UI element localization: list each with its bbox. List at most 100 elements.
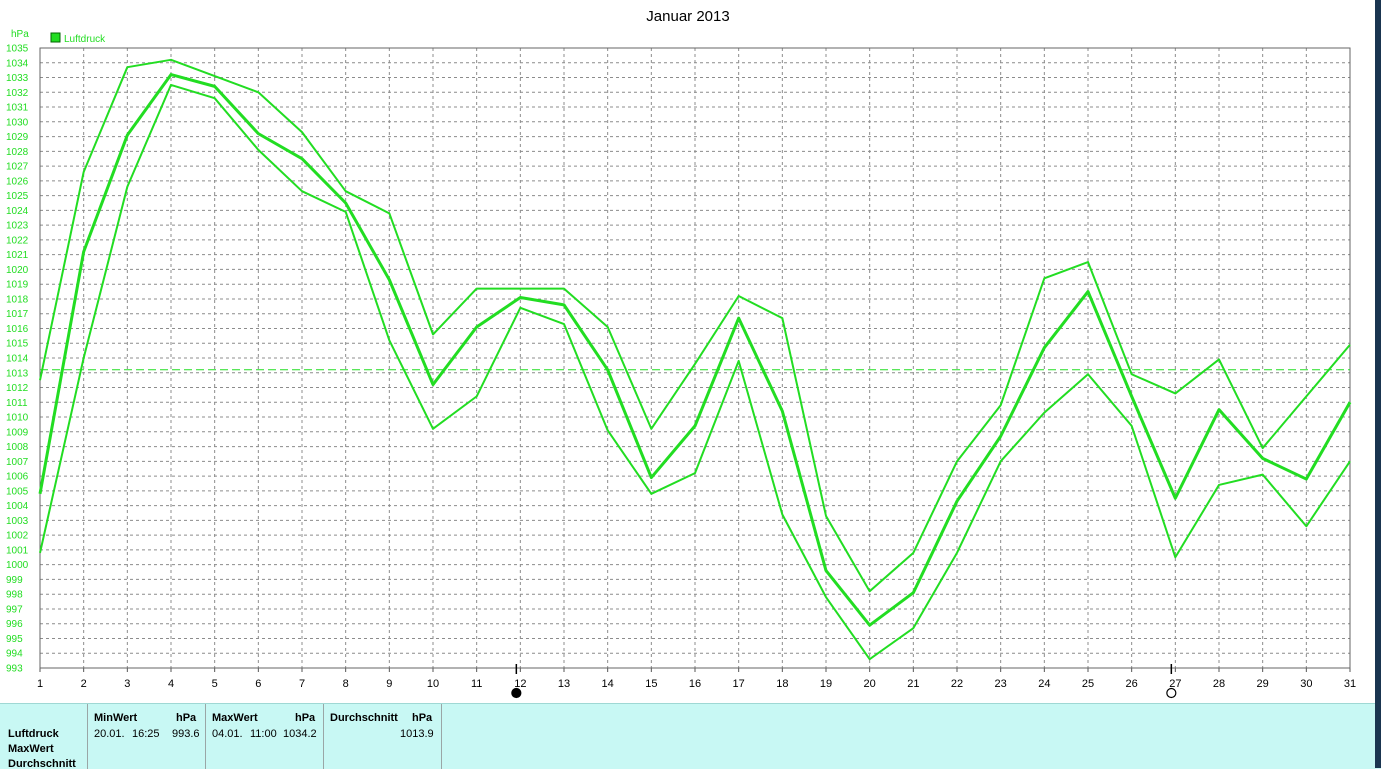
x-tick-label: 31 <box>1344 678 1356 690</box>
x-tick-label: 23 <box>995 678 1007 690</box>
avg-value: 1013.9 <box>400 728 434 740</box>
avg-unit: hPa <box>412 712 433 724</box>
x-tick-label: 6 <box>255 678 261 690</box>
x-tick-label: 3 <box>124 678 130 690</box>
y-tick-label: 1025 <box>6 191 29 202</box>
y-tick-label: 1034 <box>6 58 29 69</box>
min-time: 16:25 <box>132 728 160 740</box>
max-value: 1034.2 <box>283 728 317 740</box>
y-tick-label: 1013 <box>6 368 29 379</box>
min-unit: hPa <box>176 712 197 724</box>
y-tick-label: 1027 <box>6 162 29 173</box>
y-tick-label: 1024 <box>6 206 29 217</box>
x-tick-label: 8 <box>343 678 349 690</box>
y-tick-label: 1009 <box>6 427 29 438</box>
x-tick-label: 17 <box>733 678 745 690</box>
new-moon-icon <box>511 687 522 699</box>
x-tick-label: 10 <box>427 678 439 690</box>
y-tick-label: 1018 <box>6 294 29 305</box>
statistics-panel: Luftdruck MaxWert Durchschnitt MinWert h… <box>0 703 1381 770</box>
x-tick-label: 11 <box>471 678 482 690</box>
x-tick-label: 29 <box>1257 678 1269 690</box>
y-tick-label: 999 <box>6 575 23 586</box>
x-tick-label: 14 <box>602 678 614 690</box>
y-tick-label: 1001 <box>6 545 29 556</box>
column-divider <box>205 704 206 769</box>
x-tick-label: 30 <box>1300 678 1312 690</box>
x-tick-label: 26 <box>1126 678 1138 690</box>
x-tick-label: 5 <box>212 678 218 690</box>
y-tick-label: 1035 <box>6 44 29 55</box>
x-tick-label: 22 <box>951 678 963 690</box>
y-tick-label: 1026 <box>6 176 29 187</box>
x-tick-label: 4 <box>168 678 174 690</box>
y-tick-label: 1007 <box>6 457 29 468</box>
y-tick-label: 1028 <box>6 147 29 158</box>
y-tick-label: 1031 <box>6 103 29 114</box>
x-tick-label: 18 <box>776 678 788 690</box>
column-divider <box>441 704 442 769</box>
legend-swatch <box>50 32 61 43</box>
legend-label: Luftdruck <box>64 34 106 45</box>
x-tick-label: 9 <box>386 678 392 690</box>
x-tick-label: 7 <box>299 678 305 690</box>
y-tick-label: 1011 <box>6 398 28 409</box>
min-date: 20.01. <box>94 728 125 740</box>
y-tick-label: 1023 <box>6 221 29 232</box>
y-tick-label: 1006 <box>6 472 29 483</box>
avg-header: Durchschnitt <box>330 712 398 724</box>
y-tick-label: 1022 <box>6 235 29 246</box>
x-tick-label: 21 <box>907 678 919 690</box>
y-tick-label: 1002 <box>6 531 29 542</box>
y-tick-label: 1019 <box>6 280 29 291</box>
x-tick-label: 20 <box>864 678 876 690</box>
x-tick-label: 28 <box>1213 678 1225 690</box>
y-tick-label: 1029 <box>6 132 29 143</box>
row-label-luftdruck: Luftdruck <box>8 728 59 740</box>
series-line-mean <box>38 73 1352 627</box>
x-tick-label: 1 <box>37 678 43 690</box>
window-edge <box>1375 0 1381 768</box>
series-line-min <box>39 83 1351 661</box>
y-tick-label: 1012 <box>6 383 29 394</box>
x-tick-label: 25 <box>1082 678 1094 690</box>
x-tick-label: 24 <box>1038 678 1050 690</box>
x-tick-label: 19 <box>820 678 832 690</box>
min-header: MinWert <box>94 712 138 724</box>
column-divider <box>323 704 324 769</box>
row-label-maxwert: MaxWert <box>8 743 54 755</box>
y-tick-label: 994 <box>6 649 23 660</box>
row-label-durchschnitt: Durchschnitt <box>8 758 76 770</box>
chart-title: Januar 2013 <box>646 8 729 25</box>
min-value: 993.6 <box>172 728 200 740</box>
y-tick-label: 1008 <box>6 442 29 453</box>
y-tick-label: 1000 <box>6 560 29 571</box>
full-moon-icon <box>1166 687 1177 699</box>
y-tick-label: 997 <box>6 604 23 615</box>
y-tick-label: 1015 <box>6 339 29 350</box>
series-line-max <box>39 58 1351 593</box>
x-tick-label: 27 <box>1169 678 1181 690</box>
x-tick-label: 13 <box>558 678 570 690</box>
y-tick-label: 1030 <box>6 117 29 128</box>
max-date: 04.01. <box>212 728 243 740</box>
y-tick-label: 993 <box>6 664 23 675</box>
y-tick-label: 1010 <box>6 413 29 424</box>
y-tick-label: 1004 <box>6 501 29 512</box>
max-unit: hPa <box>295 712 316 724</box>
x-tick-label: 15 <box>645 678 657 690</box>
y-tick-label: 1014 <box>6 354 29 365</box>
x-tick-label: 12 <box>514 678 526 690</box>
y-tick-label: 1003 <box>6 516 29 527</box>
y-tick-label: 1005 <box>6 486 29 497</box>
max-time: 11:00 <box>250 728 277 740</box>
x-tick-label: 16 <box>689 678 701 690</box>
y-tick-label: 1017 <box>6 309 29 320</box>
max-header: MaxWert <box>212 712 258 724</box>
y-tick-label: 1016 <box>6 324 29 335</box>
y-tick-label: 995 <box>6 634 23 645</box>
y-axis-unit: hPa <box>11 29 29 40</box>
column-divider <box>87 704 88 769</box>
pressure-chart: Januar 2013 hPa Luftdruck 99399499599699… <box>6 8 1356 699</box>
y-tick-label: 1033 <box>6 73 29 84</box>
